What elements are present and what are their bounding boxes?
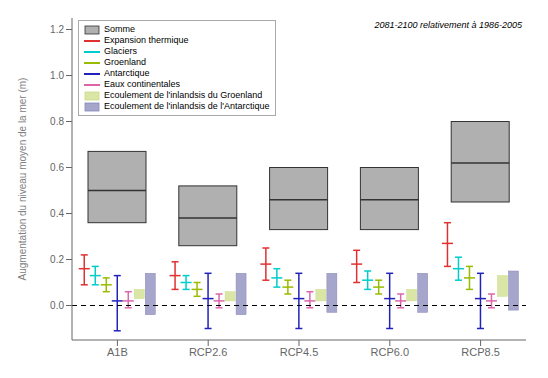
html-text:Groenland: Groenland <box>104 57 146 67</box>
svg-text:0.8: 0.8 <box>50 116 64 127</box>
svg-text:RCP4.5: RCP4.5 <box>280 346 319 358</box>
html-text:Glaciers: Glaciers <box>104 46 137 56</box>
html-text:Ecoulement de l'inlandsis de l: Ecoulement de l'inlandsis de l'Antarctiq… <box>104 101 270 111</box>
html-text:Expansion thermique: Expansion thermique <box>104 35 189 45</box>
svg-text:0.6: 0.6 <box>50 162 64 173</box>
svg-text:RCP6.0: RCP6.0 <box>371 346 410 358</box>
svg-text:A1B: A1B <box>107 346 128 358</box>
svg-text:RCP8.5: RCP8.5 <box>461 346 500 358</box>
html-text:Eaux continentales: Eaux continentales <box>104 79 181 89</box>
svg-text:RCP2.6: RCP2.6 <box>189 346 228 358</box>
svg-text:1.2: 1.2 <box>50 24 64 35</box>
svg-text:0.2: 0.2 <box>50 254 64 265</box>
html-text:Ecoulement de l'inlandsis du G: Ecoulement de l'inlandsis du Groenland <box>104 90 263 100</box>
svg-text:0.4: 0.4 <box>50 208 64 219</box>
html-text:2081-2100 relativement à 1986-: 2081-2100 relativement à 1986-2005 <box>374 20 522 30</box>
html-text:Antarctique: Antarctique <box>104 68 150 78</box>
html-text:Somme: Somme <box>104 24 135 34</box>
svg-text:Augmentation du niveau moyen d: Augmentation du niveau moyen de la mer (… <box>17 78 28 281</box>
svg-text:0.0: 0.0 <box>50 300 64 311</box>
svg-text:1.0: 1.0 <box>50 70 64 81</box>
